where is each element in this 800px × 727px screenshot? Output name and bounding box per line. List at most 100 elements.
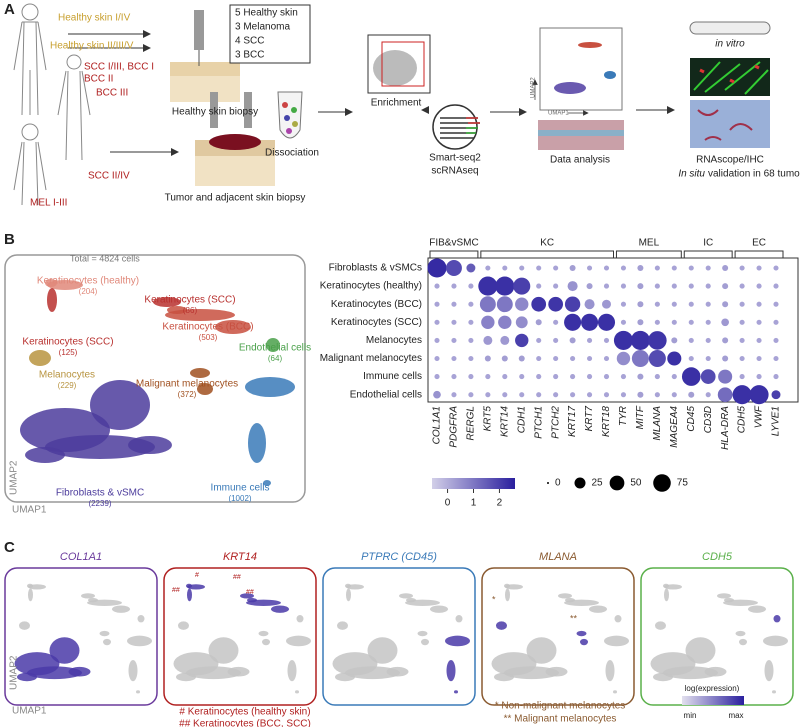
dot	[671, 301, 677, 307]
gene-title: MLANA	[539, 551, 577, 563]
cell-cloud	[345, 666, 400, 680]
cell-cloud	[576, 630, 587, 637]
cluster-count: (2239)	[88, 499, 111, 508]
dot	[667, 351, 682, 366]
dot	[536, 355, 542, 362]
arrow	[422, 100, 440, 110]
cell-cloud	[494, 672, 514, 682]
site-label: Healthy skin II/III/V	[50, 41, 134, 52]
cluster-count: (1002)	[228, 494, 251, 503]
body-head	[21, 123, 39, 141]
cluster-label: Immune cells	[211, 483, 270, 494]
step-label: validation in 68 tumors	[708, 169, 800, 180]
dot	[483, 335, 493, 345]
umap-mini	[14, 583, 152, 694]
dot	[620, 301, 627, 307]
dot	[485, 374, 491, 380]
dot	[700, 369, 716, 384]
dot	[705, 301, 711, 307]
dot	[536, 374, 542, 380]
biopsy-punch	[194, 10, 204, 50]
dot	[654, 319, 660, 325]
gene-label: KRT7	[584, 406, 595, 432]
cell-cloud	[19, 621, 30, 630]
dot	[468, 301, 474, 307]
gene-label: CD3D	[703, 406, 714, 433]
dot	[502, 265, 508, 271]
cell-cloud	[345, 583, 351, 588]
dot	[468, 283, 474, 289]
size-legend-dot	[574, 477, 586, 489]
tube	[277, 91, 303, 139]
cell-cloud	[263, 480, 271, 486]
cell-cloud	[287, 660, 297, 682]
dot	[500, 335, 510, 345]
dot	[739, 319, 745, 325]
dot	[739, 301, 745, 307]
gene-label: KRT17	[567, 406, 578, 437]
group-label: FIB&vSMC	[429, 238, 478, 249]
dot	[654, 283, 660, 289]
cell-cloud	[613, 690, 617, 694]
row-label: Melanocytes	[366, 335, 422, 346]
gene-label: PTCH2	[550, 406, 561, 439]
legend-min: min	[684, 711, 697, 720]
biopsy-punch	[244, 92, 252, 128]
group-bracket	[734, 250, 784, 258]
axis-label: UMAP1	[12, 706, 47, 717]
legend-max: max	[728, 711, 743, 720]
size-legend-label: 25	[592, 478, 604, 489]
cell-cloud	[704, 666, 727, 677]
umap-thumb	[578, 42, 602, 48]
cell-cloud	[386, 666, 409, 677]
annotation-mark: #	[195, 572, 199, 579]
colorbar-tick-label: 2	[497, 498, 503, 509]
dot	[553, 265, 559, 271]
step-label: In situ	[678, 169, 705, 180]
seq-reads	[466, 117, 480, 124]
cell-cloud	[271, 605, 289, 613]
step-label: Enrichment	[371, 98, 422, 109]
dot	[513, 277, 531, 295]
cluster-count: (372)	[178, 390, 197, 399]
dot	[688, 355, 694, 362]
dot	[451, 374, 457, 380]
gene-title: PTPRC (CD45)	[361, 551, 437, 563]
umap-mini	[491, 583, 629, 694]
dot	[654, 374, 660, 380]
dot	[515, 297, 529, 311]
dot	[688, 319, 694, 325]
size-legend-label: 0	[555, 478, 561, 489]
footnote: * Non-malignant melanocytes	[495, 701, 626, 712]
dot	[717, 387, 733, 403]
facs-cloud	[373, 50, 417, 86]
gene-label: KRT18	[601, 406, 612, 437]
size-legend-label: 50	[630, 478, 642, 489]
cell-cloud	[137, 614, 145, 623]
cell-cloud	[717, 593, 731, 599]
dot	[569, 337, 576, 344]
gene-label: KRT14	[499, 406, 510, 437]
size-legend-dot	[653, 474, 671, 492]
cell-cloud	[17, 672, 37, 682]
body-head	[66, 54, 82, 70]
cluster-label: Fibroblasts & vSMC	[56, 488, 144, 499]
size-legend-dot	[547, 482, 549, 484]
cell-cloud	[455, 614, 463, 623]
ifa-cells	[699, 64, 760, 84]
healthy-skin-block	[170, 10, 240, 102]
dot	[749, 385, 769, 405]
dot	[688, 391, 695, 398]
cluster-count: (64)	[268, 354, 283, 363]
dot	[451, 283, 457, 289]
panel-label: A	[4, 1, 15, 18]
dot	[603, 265, 610, 271]
dot	[688, 265, 694, 271]
dot	[671, 337, 678, 344]
dot	[434, 337, 440, 343]
ifa-cells	[693, 61, 769, 95]
cell-cloud	[604, 635, 629, 647]
cluster-count: (204)	[79, 287, 98, 296]
sequencer	[432, 104, 480, 150]
dot	[586, 355, 593, 362]
